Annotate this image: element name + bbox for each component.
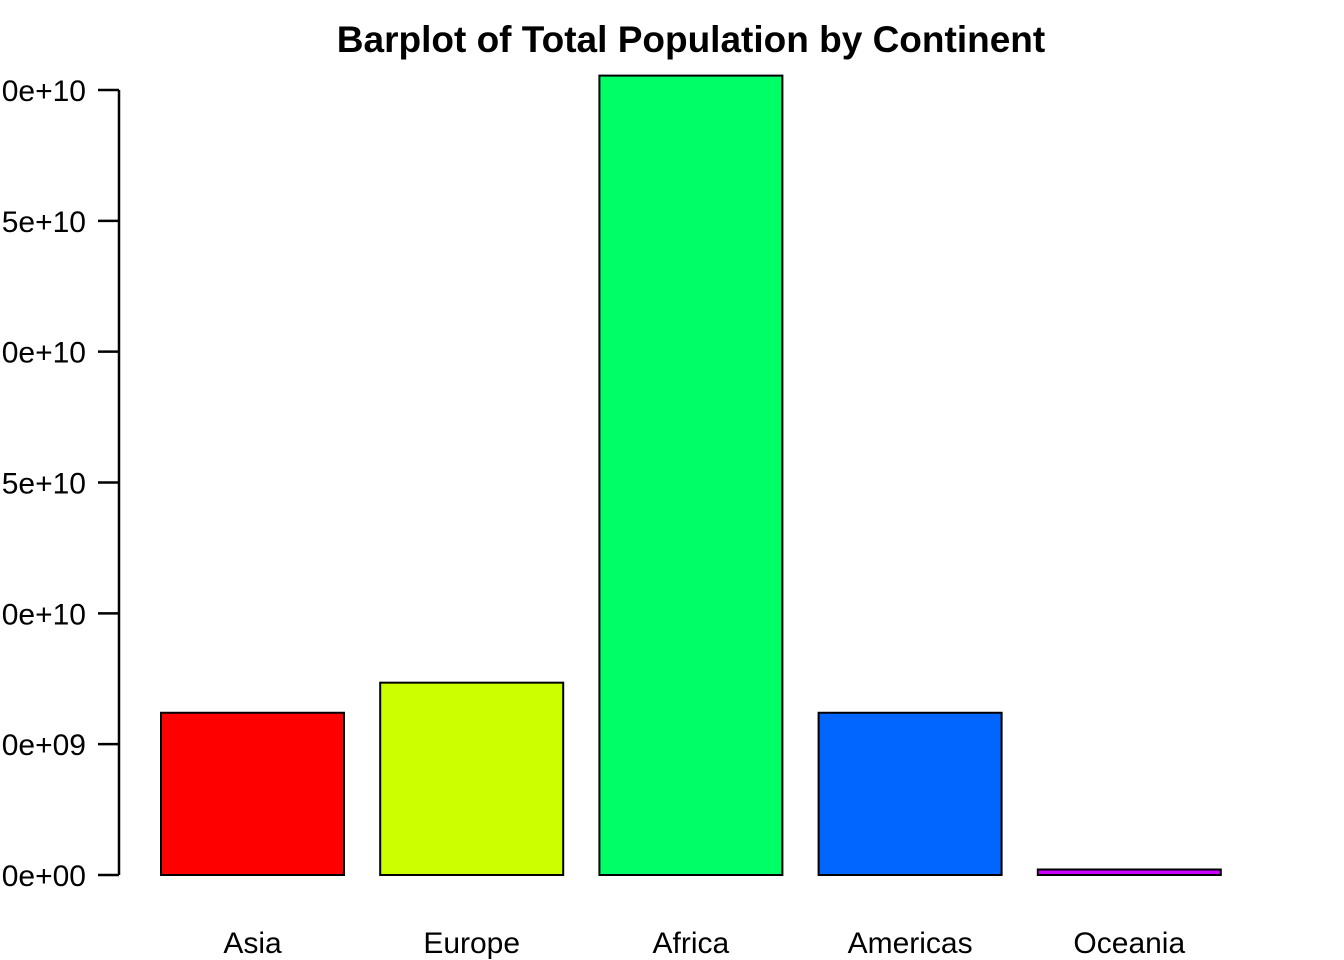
x-category-label: Oceania: [1073, 927, 1185, 960]
x-axis-labels: Asia Europe Africa Americas Oceania: [223, 927, 1185, 960]
bar-americas: [817, 711, 1003, 876]
y-axis: 0e+00 5.0e+09 1.0e+10 1.5e+10 2.0e+10 2.5e+10…: [0, 75, 121, 893]
y-tick-label: 2.0e+10: [0, 337, 86, 370]
y-tick-label: 5.0e+09: [0, 729, 86, 762]
x-category-label: Europe: [423, 927, 520, 960]
x-category-label: Asia: [223, 927, 282, 960]
y-tick-label: 3.0e+10: [0, 75, 86, 108]
y-tick-label: 2.5e+10: [0, 206, 86, 239]
x-category-label: Americas: [848, 927, 973, 960]
y-tick-label: 0e+00: [2, 860, 86, 893]
bar-oceania: [1036, 868, 1222, 877]
y-tick-label: 1.0e+10: [0, 598, 86, 631]
bar-africa: [598, 74, 784, 876]
chart-title: Barplot of Total Population by Continent: [337, 19, 1045, 60]
x-category-label: Africa: [653, 927, 730, 960]
y-tick-label: 1.5e+10: [0, 468, 86, 501]
bar-group: [160, 74, 1222, 877]
bar-asia: [160, 711, 345, 876]
bar-europe: [379, 681, 565, 876]
